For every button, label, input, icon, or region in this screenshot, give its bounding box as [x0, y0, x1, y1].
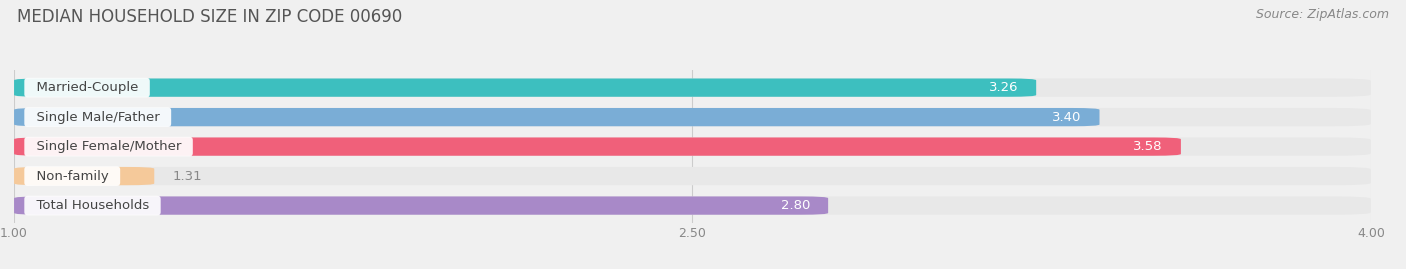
- Text: Non-family: Non-family: [28, 169, 117, 183]
- FancyBboxPatch shape: [14, 196, 828, 215]
- Text: 2.80: 2.80: [780, 199, 810, 212]
- Text: 1.31: 1.31: [173, 169, 202, 183]
- FancyBboxPatch shape: [14, 79, 1036, 97]
- FancyBboxPatch shape: [14, 167, 1371, 185]
- Text: Total Households: Total Households: [28, 199, 157, 212]
- Text: 3.40: 3.40: [1052, 111, 1081, 124]
- FancyBboxPatch shape: [14, 108, 1371, 126]
- Text: Single Male/Father: Single Male/Father: [28, 111, 167, 124]
- FancyBboxPatch shape: [14, 79, 1371, 97]
- Text: 3.26: 3.26: [988, 81, 1018, 94]
- FancyBboxPatch shape: [14, 108, 1099, 126]
- Text: Source: ZipAtlas.com: Source: ZipAtlas.com: [1256, 8, 1389, 21]
- FancyBboxPatch shape: [14, 167, 155, 185]
- Text: 3.58: 3.58: [1133, 140, 1163, 153]
- Text: MEDIAN HOUSEHOLD SIZE IN ZIP CODE 00690: MEDIAN HOUSEHOLD SIZE IN ZIP CODE 00690: [17, 8, 402, 26]
- Text: Single Female/Mother: Single Female/Mother: [28, 140, 190, 153]
- FancyBboxPatch shape: [14, 196, 1371, 215]
- Text: Married-Couple: Married-Couple: [28, 81, 146, 94]
- FancyBboxPatch shape: [14, 137, 1371, 156]
- FancyBboxPatch shape: [14, 137, 1181, 156]
